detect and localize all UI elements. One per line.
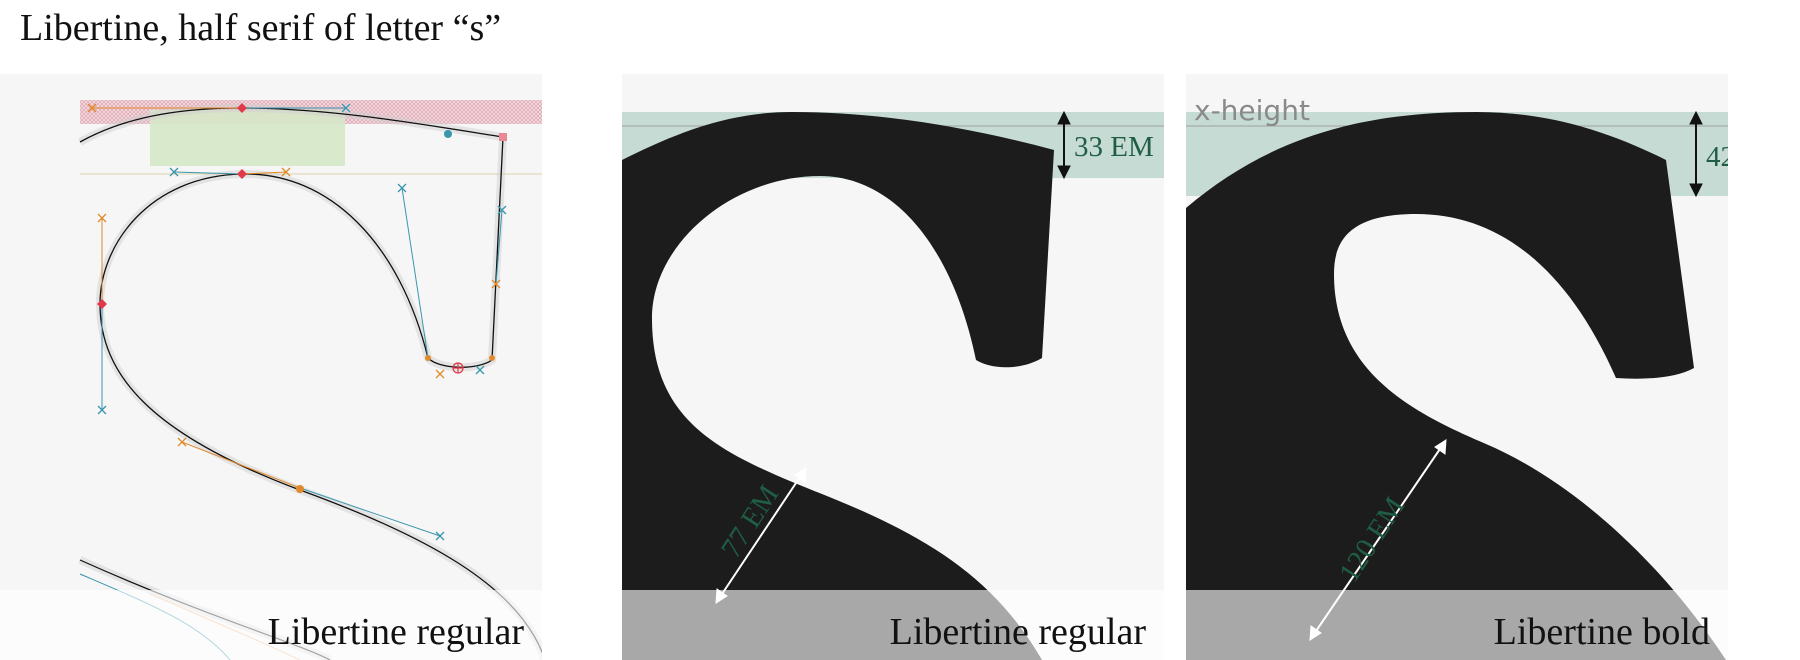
on-curve-nodes: [97, 103, 507, 493]
bold-glyph-canvas: x-height 42 EM 120 EM: [1186, 94, 1728, 660]
caption-band: [622, 590, 1164, 660]
orange-control-points: [87, 103, 501, 447]
caption-band: [1186, 590, 1728, 660]
regular-glyph-canvas: 33 EM 77 EM: [622, 110, 1164, 660]
panel-caption: Libertine regular: [889, 611, 1146, 653]
handle-inner-left: [173, 171, 243, 175]
s-outline-path: [99, 136, 542, 655]
panel-caption: Libertine bold: [1493, 611, 1710, 653]
handle-spine-left: [181, 441, 301, 489]
panel-caption: Libertine regular: [267, 611, 524, 653]
s-glyph-regular: [622, 112, 1054, 660]
s-glyph-bold: [1186, 112, 1726, 660]
page-title: Libertine, half serif of letter “s”: [20, 7, 502, 49]
panel-filled-bold: x-height 42 EM 120 EM Libertine bold: [1186, 74, 1728, 660]
serif-height-arrow: [1689, 110, 1703, 198]
serif-height-label: 33 EM: [1074, 131, 1154, 163]
panel-filled-regular: 33 EM 77 EM Libertine regular: [622, 74, 1164, 660]
panel-outline-regular: Libertine regular: [0, 74, 542, 660]
caption-band: [0, 590, 542, 660]
serif-height-label: 42 EM: [1706, 141, 1728, 173]
stem-hint-zone: [150, 110, 345, 166]
handle-inner-bowl: [401, 187, 429, 359]
handle-serif-stem: [495, 209, 503, 285]
teal-control-points: [97, 103, 507, 541]
handle-spine-right: [299, 487, 441, 537]
x-height-label: x-height: [1194, 94, 1310, 127]
outline-editor-canvas: [78, 100, 542, 660]
serif-height-arrow: [1057, 110, 1071, 180]
handle-inner-right: [241, 171, 287, 175]
